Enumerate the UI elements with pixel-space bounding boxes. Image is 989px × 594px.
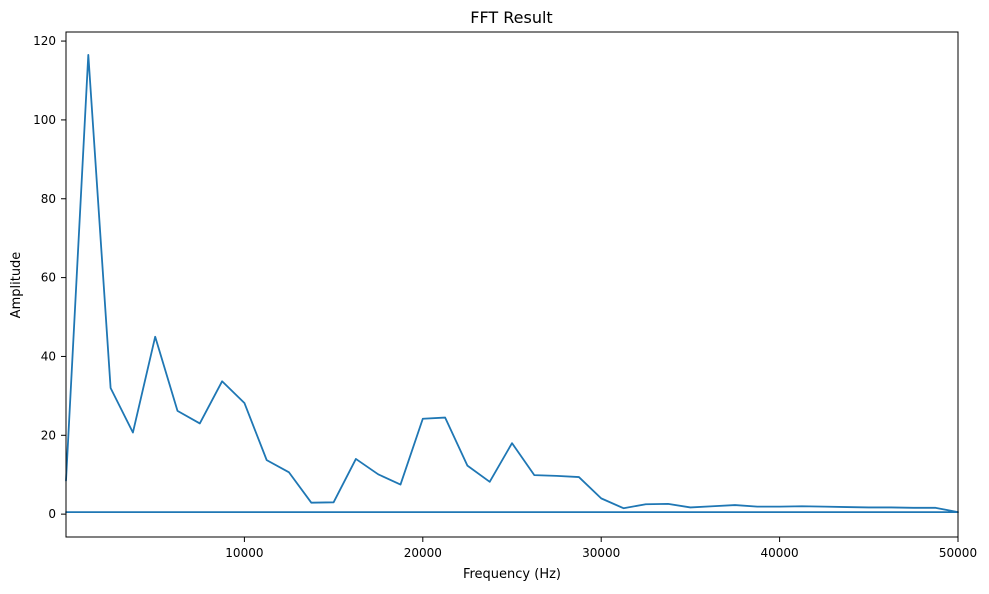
y-tick-label: 40 <box>41 349 56 363</box>
y-axis-ticks: 0 20 40 60 80 100 120 <box>33 34 66 521</box>
fft-series-line <box>65 53 959 514</box>
x-axis-label: Frequency (Hz) <box>463 567 561 582</box>
y-tick-label: 120 <box>33 34 56 48</box>
x-tick-label: 50000 <box>939 546 977 560</box>
y-axis-label: Amplitude <box>9 252 24 319</box>
y-tick-label: 80 <box>41 192 56 206</box>
x-tick-label: 30000 <box>582 546 620 560</box>
x-tick-label: 10000 <box>225 546 263 560</box>
y-tick-label: 0 <box>48 507 56 521</box>
x-tick-label: 20000 <box>404 546 442 560</box>
y-tick-label: 20 <box>41 428 56 442</box>
y-tick-label: 60 <box>41 271 56 285</box>
chart-title: FFT Result <box>470 8 552 27</box>
x-axis-ticks: 10000 20000 30000 40000 50000 <box>225 537 977 560</box>
plot-frame <box>65 31 959 538</box>
x-tick-label: 40000 <box>761 546 799 560</box>
series-layer <box>65 53 959 514</box>
y-tick-label: 100 <box>33 113 56 127</box>
